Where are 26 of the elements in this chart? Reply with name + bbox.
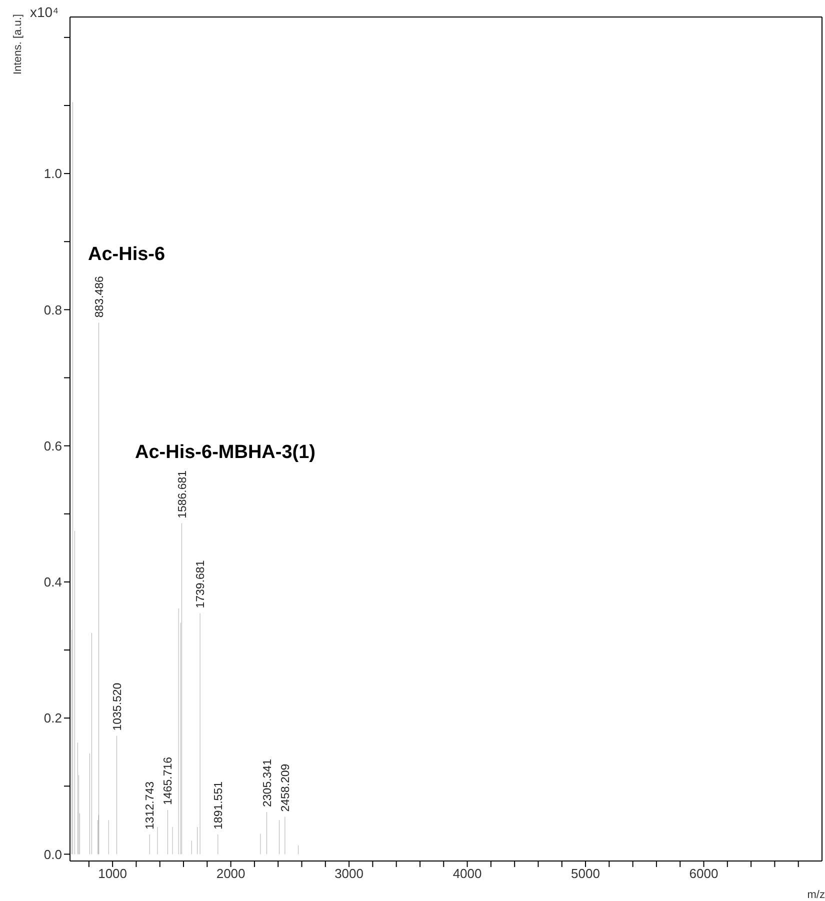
annotation: 1739.681 — [195, 560, 208, 608]
x-tick-label: 4000 — [452, 866, 482, 882]
x-axis-title: m/z — [807, 889, 825, 901]
y-axis-title: Intens. [a.u.] — [12, 14, 24, 75]
x-tick-label: 1000 — [98, 866, 128, 882]
y-tick-label: 0.4 — [44, 574, 62, 590]
y-tick-label: 0.8 — [44, 302, 62, 318]
annotation: 1465.716 — [162, 756, 175, 805]
annotation: 2305.341 — [262, 759, 274, 807]
x-tick-label: 5000 — [571, 866, 600, 882]
annotation: 1035.520 — [112, 682, 124, 731]
annotation: 1586.681 — [176, 470, 189, 518]
annotation: 1891.551 — [212, 781, 225, 830]
annotation: Ac-His-6 — [88, 244, 166, 266]
text: x10⁴ — [30, 4, 59, 20]
y-tick-label: 0.6 — [44, 438, 62, 454]
x-tick-label: 3000 — [334, 866, 364, 882]
y-tick-label: 0.2 — [44, 710, 62, 726]
x-tick-label: 2000 — [216, 866, 246, 882]
y-tick-label: 1.0 — [44, 166, 62, 182]
annotation: Ac-His-6-MBHA-3(1) — [135, 442, 316, 464]
annotation: 883.486 — [94, 276, 106, 318]
y-tick-label: 0.0 — [44, 846, 62, 862]
x-tick-label: 6000 — [689, 866, 718, 882]
annotation: 2458.209 — [280, 764, 292, 812]
annotation: 1312.743 — [144, 781, 157, 830]
